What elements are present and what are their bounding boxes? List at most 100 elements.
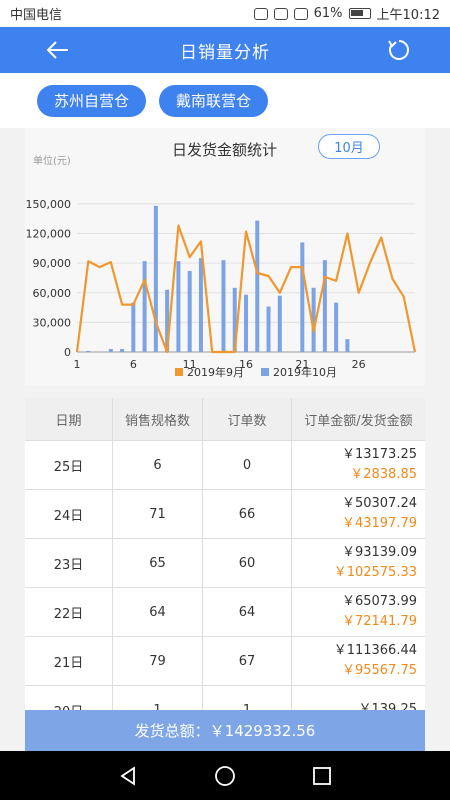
cell-amounts: ￥50307.24 ￥43197.79 [292,490,425,538]
line-sep [75,224,417,354]
cell-specs: 65 [113,539,203,587]
bar-oct [153,205,158,352]
bar-oct [165,289,170,352]
battery-percent: 61% [313,6,343,21]
chart-unit-label: 单位(元) [33,156,71,167]
order-amount: ￥50307.24 [341,496,417,511]
carrier-label: 中国电信 [10,8,63,23]
ship-amount: ￥2838.85 [350,467,417,482]
cell-date: 21日 [25,637,113,685]
bar-oct [131,302,136,352]
legend-label-sep: 2019年9月 [187,365,244,379]
bar-oct [176,261,181,352]
warehouse-tabs: 苏州自营仓 戴南联营仓 [0,73,450,128]
table-row[interactable]: 21日 79 67 ￥111366.44 ￥95567.75 [25,637,425,686]
shipment-total-bar: 发货总额：￥1429332.56 [25,710,425,751]
cell-orders: 64 [203,588,292,636]
ship-amount: ￥102575.33 [333,565,417,580]
y-tick-label: 120,000 [26,228,72,241]
legend-label-oct: 2019年10月 [273,365,337,379]
wifi-icon [273,7,288,20]
cell-date: 24日 [25,490,113,538]
x-tick-label: 1 [74,358,81,371]
daily-sales-table: 日期 销售规格数 订单数 订单金额/发货金额 25日 6 0 ￥13173.25 ￥28… [25,398,425,710]
bar-oct [86,351,91,352]
table-row[interactable]: 22日 64 64 ￥65073.99 ￥72141.79 [25,588,425,637]
status-bar: 中国电信 61% 上午10:12 [0,0,450,27]
cell-orders: 0 [203,441,292,489]
cell-date: 23日 [25,539,113,587]
legend-swatch-oct [261,368,269,376]
bar-oct [120,349,125,352]
x-tick-label: 26 [352,358,366,371]
y-tick-label: 90,000 [33,257,72,270]
tab-suzhou-warehouse[interactable]: 苏州自营仓 [37,84,147,117]
header-orders: 订单数 [203,398,292,440]
cell-orders: 1 [203,686,292,710]
cell-amounts: ￥65073.99 ￥72141.79 [292,588,425,636]
ship-amount: ￥43197.79 [341,516,417,531]
bar-oct [311,287,316,352]
refresh-icon[interactable] [386,37,412,63]
y-tick-label: 60,000 [33,287,72,300]
bar-oct [108,349,113,352]
header-amounts: 订单金额/发货金额 [304,413,413,429]
bar-oct [266,306,271,352]
bar-oct [232,287,237,352]
ship-amount: ￥72141.79 [341,614,417,629]
daily-shipment-chart-card: 日发货金额统计 10月 单位(元) 150,000 120,000 90,000 60… [25,128,425,386]
back-arrow-icon[interactable] [44,36,72,64]
shipment-total: 发货总额：￥1429332.56 [134,722,316,740]
cell-orders: 67 [203,637,292,685]
bar-oct [221,260,226,352]
cell-date: 20日 [25,686,113,710]
legend-swatch-sep [175,368,183,376]
y-tick-label: 0 [64,346,71,359]
month-selector-button[interactable]: 10月 [318,134,380,159]
signal-icon [293,7,308,20]
bar-oct [142,261,147,352]
bar-oct [345,339,350,352]
cell-specs: 71 [113,490,203,538]
page-title: 日销量分析 [180,42,270,63]
tab-dainan-warehouse[interactable]: 戴南联营仓 [159,84,269,117]
header-specs: 销售规格数 [113,398,203,440]
bar-oct [255,220,260,352]
cell-amounts: ￥111366.44 ￥95567.75 [292,637,425,685]
bar-oct [187,271,192,352]
system-nav-bar [0,751,450,800]
table-row[interactable]: 25日 6 0 ￥13173.25 ￥2838.85 [25,441,425,490]
bar-oct [244,294,248,352]
table-row[interactable]: 23日 65 60 ￥93139.09 ￥102575.33 [25,539,425,588]
bar-oct [198,258,203,352]
cell-amounts: ￥139.25 [292,686,425,710]
cell-date: 25日 [25,441,113,489]
order-amount: ￥139.25 [358,702,418,710]
cell-amounts: ￥13173.25 ￥2838.85 [292,441,425,489]
x-tick-label: 6 [130,358,137,371]
cell-date: 22日 [25,588,113,636]
table-header: 日期 销售规格数 订单数 订单金额/发货金额 [25,398,425,441]
ship-amount: ￥95567.75 [341,663,417,678]
cell-orders: 60 [203,539,292,587]
app-bar: 日销量分析 [0,27,450,73]
table-row[interactable]: 24日 71 66 ￥50307.24 ￥43197.79 [25,490,425,539]
order-amount: ￥65073.99 [341,594,417,609]
cell-amounts: ￥93139.09 ￥102575.33 [292,539,425,587]
cell-orders: 66 [203,490,292,538]
nav-back-icon[interactable] [116,764,140,788]
header-date: 日期 [25,398,113,440]
bar-oct [322,260,327,352]
x-tick-label: 11 [183,358,197,371]
order-amount: ￥13173.25 [341,447,417,462]
nav-recents-icon[interactable] [310,764,334,788]
nav-home-icon[interactable] [213,764,237,788]
table-row[interactable]: 20日11￥139.25 [25,686,425,710]
order-amount: ￥111366.44 [333,643,417,658]
bar-oct [300,242,305,352]
x-tick-label: 21 [295,358,309,371]
battery-icon [348,8,371,19]
cell-specs: 6 [113,441,203,489]
cell-specs: 79 [113,637,203,685]
